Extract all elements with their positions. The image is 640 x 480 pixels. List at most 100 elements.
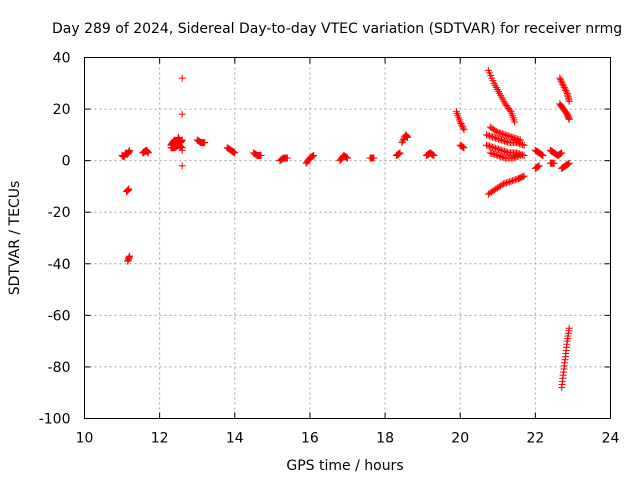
data-point [510,154,518,162]
data-point [178,162,186,170]
data-point [229,148,237,156]
data-point [510,134,518,142]
data-point [500,130,508,138]
data-point [458,143,466,151]
data-point [490,133,498,141]
data-point [460,144,468,152]
data-point [535,162,543,170]
data-point [500,154,508,162]
data-point [496,146,504,154]
data-point [126,252,134,260]
y-tick-label: -60 [48,308,71,324]
y-tick-label: -100 [39,412,71,428]
data-point [534,163,542,171]
data-point [494,128,502,136]
data-point [489,150,497,158]
data-point [509,154,517,162]
data-point [556,74,564,82]
data-point [519,141,527,149]
data-point [519,173,527,181]
data-point [499,180,507,188]
data-point [231,149,239,157]
data-point [342,153,350,161]
data-point [399,135,407,143]
data-point [492,151,500,159]
x-tick-label: 10 [76,431,94,447]
data-point [483,141,491,149]
data-point [178,74,186,82]
data-point [539,151,547,159]
data-point [344,154,351,162]
data-point [565,324,573,332]
data-point [489,133,497,141]
data-point [508,177,516,185]
data-point [505,178,513,186]
data-point [428,150,436,158]
data-point [430,151,438,159]
data-point [492,134,500,142]
data-point [495,129,503,137]
y-tick-label: 0 [62,154,71,170]
data-point [511,176,519,184]
data-point [502,138,510,146]
data-point [370,154,378,162]
data-point [506,132,514,140]
data-point [486,142,494,150]
x-tick-label: 20 [451,431,469,447]
data-point [520,141,528,149]
data-point [557,76,565,84]
data-point [517,140,525,148]
data-point [550,159,558,167]
data-point [506,106,514,114]
y-tick-label: 40 [53,51,71,67]
data-point [516,151,524,159]
data-point [177,143,185,151]
y-tick-label: 20 [53,102,71,118]
data-point [499,137,507,145]
data-point [516,136,524,144]
data-point [564,160,572,168]
data-point [509,133,517,141]
data-point [399,137,407,145]
data-point [395,150,403,158]
data-point [501,147,509,155]
data-point [257,151,265,159]
data-point [486,132,494,140]
data-point [429,151,437,159]
data-point [498,136,506,144]
data-point [496,135,504,143]
data-point [398,139,406,147]
data-point [458,123,466,131]
data-point [125,185,133,193]
data-point [504,138,512,146]
data-point [459,143,467,151]
data-point [560,83,568,91]
data-point [504,178,512,186]
tick-layer: 10 12 14 16 18 20 22 24 -100 -80 -60 -40 -20 0 20 40 [39,51,620,447]
data-point [457,120,465,128]
data-points [118,66,573,392]
data-point [562,87,570,95]
data-point [497,129,505,137]
data-point [487,132,495,140]
data-point [484,131,492,139]
data-point [484,142,492,150]
x-axis-label: GPS time / hours [286,458,403,474]
data-point [513,135,521,143]
data-point [538,151,546,159]
data-point [395,149,403,157]
data-point [515,152,523,160]
data-point [507,133,515,141]
data-point [502,179,510,187]
data-point [556,150,564,158]
data-point [498,181,506,189]
data-point [512,134,520,142]
data-point [561,85,569,93]
data-point [495,152,503,160]
data-point [230,148,238,156]
data-point [534,162,542,170]
data-point [498,153,506,161]
data-point [178,110,186,118]
data-point [309,152,317,160]
data-point [343,154,351,162]
